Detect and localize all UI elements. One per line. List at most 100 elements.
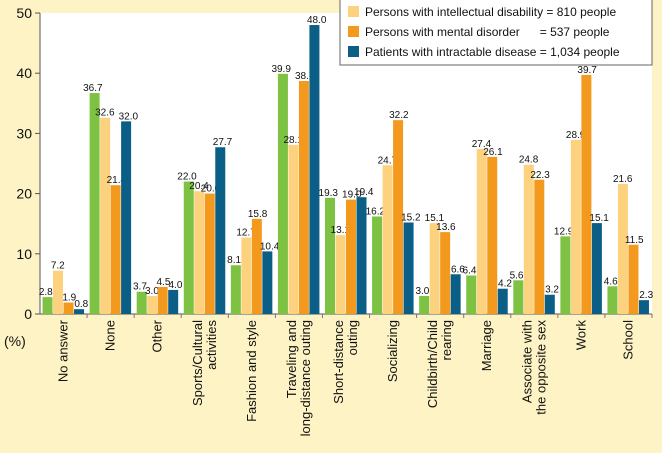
data-label: 21.6 [613, 174, 633, 185]
bar [544, 294, 555, 314]
data-label: 3.2 [545, 285, 559, 296]
x-category-label-line: activities [204, 320, 219, 370]
y-tick-label: 10 [16, 246, 32, 262]
bar [617, 183, 628, 314]
bar [523, 164, 534, 314]
x-category-label: Fashion and style [244, 320, 259, 422]
x-category-label-line: No answer [56, 319, 71, 382]
x-category-label: Childbirth/Childrearing [425, 320, 454, 408]
y-tick-label: 30 [16, 125, 32, 141]
x-category-label: Other [150, 319, 165, 352]
bar [466, 275, 477, 314]
x-category-label: Marriage [479, 320, 494, 371]
bar [89, 93, 100, 314]
x-category-label: Short-distanceouting [331, 320, 360, 404]
data-label: 4.6 [604, 276, 618, 287]
bar [298, 81, 309, 314]
bar [288, 144, 299, 314]
bar [110, 185, 121, 314]
x-category-label: Socializing [385, 320, 400, 382]
x-category-label-line: Work [573, 320, 588, 351]
bar [251, 218, 262, 314]
bar [476, 149, 487, 314]
data-label: 22.0 [177, 172, 197, 183]
bar [53, 270, 64, 314]
data-label: 19.0 [342, 190, 362, 201]
y-tick-label: 40 [16, 65, 32, 81]
legend-label: Persons with intellectual disability = 8… [365, 5, 616, 19]
bar [372, 216, 383, 314]
data-label: 15.8 [248, 209, 268, 220]
x-category-label: No answer [56, 319, 71, 382]
data-label: 15.1 [589, 213, 609, 224]
data-label: 32.2 [389, 110, 409, 121]
x-category-label-line: None [103, 320, 118, 351]
y-tick-label: 0 [24, 306, 32, 322]
x-category-label-line: Traveling and [284, 320, 299, 398]
bar [382, 165, 393, 314]
x-category-label-line: Childbirth/Child [425, 320, 440, 408]
legend-label: Persons with mental disorder = 537 peopl… [365, 25, 610, 39]
x-category-label-line: outing [345, 320, 360, 355]
bar [429, 223, 440, 314]
bar [450, 274, 461, 314]
data-label: 4.2 [498, 279, 512, 290]
data-label: 15.2 [401, 212, 421, 223]
data-label: 38.7 [295, 71, 315, 82]
x-category-label-line: Marriage [479, 320, 494, 371]
data-label: 4.0 [168, 280, 182, 291]
x-category-label-line: Fashion and style [244, 320, 259, 422]
data-label: 6.4 [463, 265, 477, 276]
data-label: 32.6 [95, 108, 115, 119]
bar [168, 289, 179, 314]
bar [183, 181, 194, 314]
x-category-label-line: School [620, 320, 635, 360]
bar [346, 199, 356, 314]
data-label: 28.1 [283, 135, 303, 146]
bar [63, 302, 74, 314]
y-unit-label: (%) [4, 333, 26, 349]
bar [513, 280, 524, 314]
data-label: 36.7 [83, 83, 103, 94]
bar [638, 300, 649, 314]
bar [215, 147, 226, 314]
data-label: 48.0 [307, 15, 327, 26]
x-category-label-line: Short-distance [331, 320, 346, 404]
data-label: 21.4 [107, 175, 127, 186]
data-label: 3.0 [415, 286, 429, 297]
data-label: 24.7 [378, 155, 398, 166]
data-label: 15.1 [425, 213, 445, 224]
bar [581, 75, 592, 314]
bar [487, 156, 498, 314]
data-label: 8.1 [227, 255, 241, 266]
data-label: 20.4 [189, 181, 209, 192]
data-label: 19.4 [354, 187, 374, 198]
bar [628, 244, 639, 314]
bar [534, 179, 545, 314]
x-category-label: Work [573, 320, 588, 351]
bar [419, 295, 430, 314]
data-label: 13.6 [436, 222, 456, 233]
data-label: 26.1 [483, 147, 503, 158]
bar [157, 286, 168, 314]
data-label: 16.2 [366, 206, 386, 217]
x-category-label-line: Sports/Cultural [190, 320, 205, 406]
bar [262, 251, 273, 314]
bar [204, 193, 215, 314]
data-label: 27.7 [213, 137, 233, 148]
data-label: 20.0 [201, 184, 221, 195]
bar [607, 286, 618, 314]
x-category-label-line: Other [150, 319, 165, 352]
y-tick-label: 20 [16, 186, 32, 202]
data-label: 2.8 [39, 287, 53, 298]
x-category-label-line: Socializing [385, 320, 400, 382]
bar [136, 291, 147, 314]
data-label: 13.1 [331, 225, 351, 236]
x-category-label: Associate withthe opposite sex [519, 320, 548, 415]
data-label: 11.5 [625, 235, 644, 246]
data-label: 12.9 [554, 226, 574, 237]
data-label: 1.9 [62, 293, 76, 304]
data-label: 22.3 [530, 170, 550, 181]
bar [325, 197, 335, 314]
